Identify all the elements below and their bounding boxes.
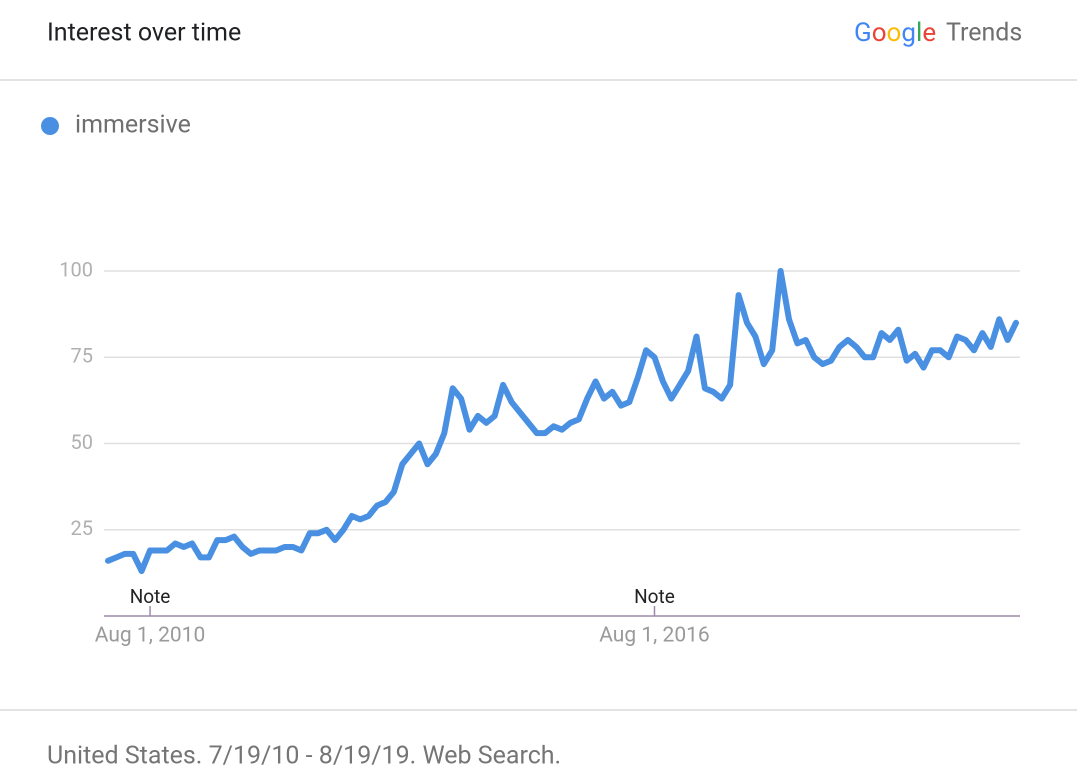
x-tick-label: Aug 1, 2010 [95,624,206,648]
logo-trends: Trends [946,19,1022,48]
legend-label: immersive [75,111,191,140]
footer-text: United States. 7/19/10 - 8/19/19. Web Se… [47,742,561,771]
legend-dot [41,117,59,135]
y-tick-label: 50 [71,430,93,454]
trend-line [105,268,1019,575]
logo-google: Google [854,18,936,48]
x-tick-label: Aug 1, 2016 [599,624,710,648]
y-tick-label: 75 [71,344,93,368]
annotation: Note [634,585,675,608]
y-tick-label: 25 [71,516,93,540]
y-tick-label: 100 [59,257,93,281]
annotation: Note [130,585,171,608]
card-title: Interest over time [47,19,241,48]
